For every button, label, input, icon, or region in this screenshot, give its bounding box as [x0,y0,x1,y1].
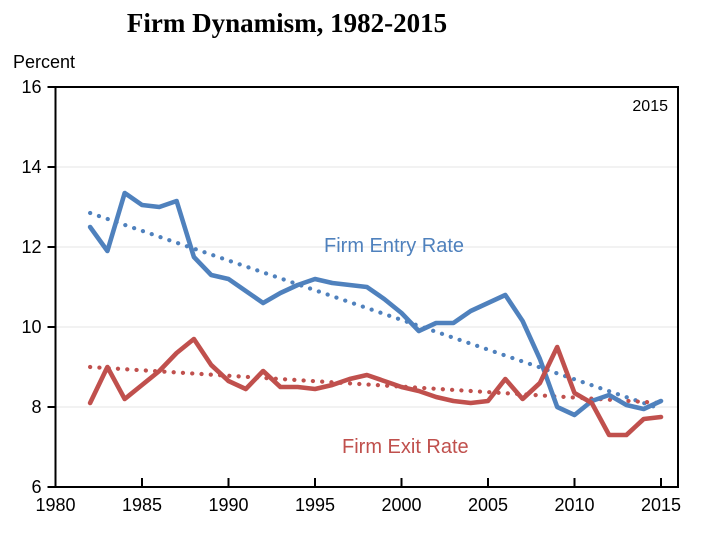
x-axis-tick-label: 2010 [554,495,594,515]
plot-frame [54,86,679,488]
firm-entry-rate-line [87,190,664,418]
x-axis-tick-label: 1985 [122,495,162,515]
x-axis-tick-label: 1995 [295,495,335,515]
x-axis-tick-label: 2005 [468,495,508,515]
exit-rate-series-label: Firm Exit Rate [342,436,469,458]
chart-title: Firm Dynamism, 1982-2015 [126,8,448,38]
x-axis-tick-label: 2000 [381,495,421,515]
latest-year-annotation: 2015 [632,98,668,115]
y-axis-tick-label: 8 [31,397,41,417]
y-axis-tick-label: 16 [21,77,41,97]
x-axis-tick-label: 1990 [208,495,248,515]
firm-exit-rate-line [87,336,664,438]
y-axis-tick-label: 10 [21,317,41,337]
entry-rate-series-label: Firm Entry Rate [324,235,465,257]
x-axis-tick-label: 1980 [35,495,75,515]
y-axis-tick-label: 12 [21,237,41,257]
y-axis-unit-label: Percent [13,52,76,72]
y-axis-tick-label: 14 [21,157,41,177]
y-axis-tick-label: 6 [31,477,41,497]
firm-exit-rate-trend [87,364,664,406]
x-axis-tick-label: 2015 [641,495,681,515]
